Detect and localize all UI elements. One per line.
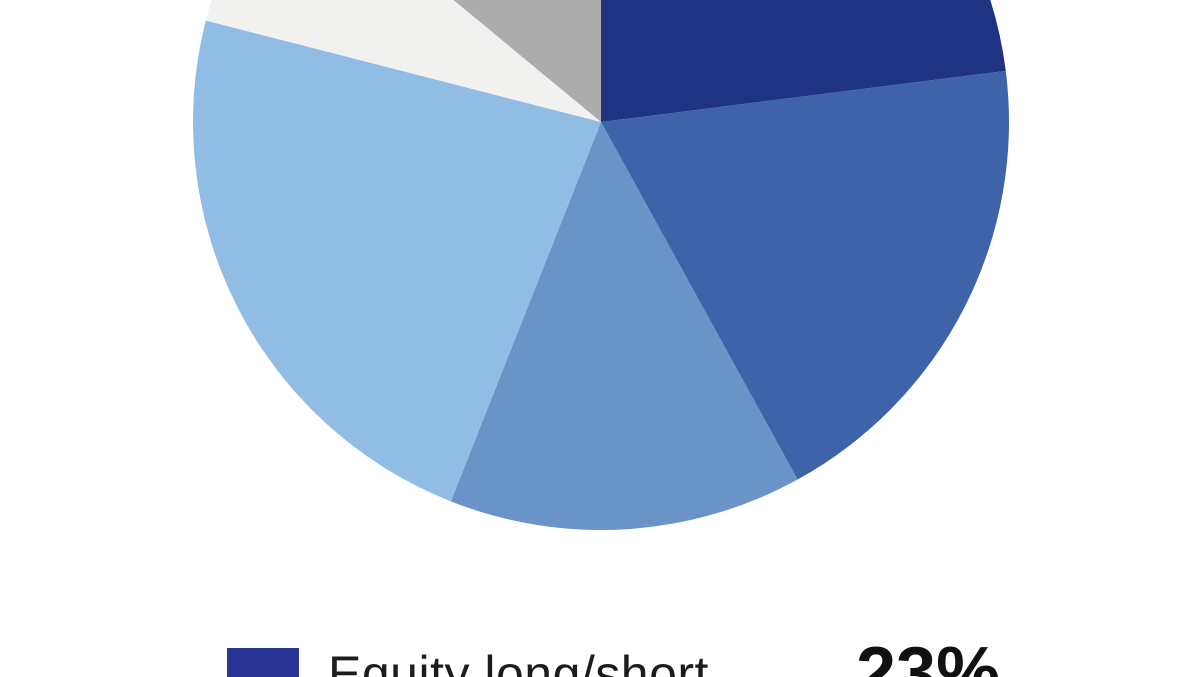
pie-slice-2: [601, 70, 1009, 480]
pie-slice-4: [193, 20, 602, 502]
legend-swatch-equity-long-short: [227, 648, 299, 677]
pie-slice-3: [450, 122, 798, 530]
legend-row: Equity long/short 23%: [0, 633, 1204, 677]
legend-label: Equity long/short: [328, 646, 709, 677]
legend-value: 23%: [856, 633, 1001, 677]
pie-slice-5: [205, 0, 601, 122]
pie-slices-group: [193, 0, 1009, 530]
pie-slice-equity-long-short: [601, 0, 1006, 122]
pie-slice-6: [453, 0, 601, 122]
